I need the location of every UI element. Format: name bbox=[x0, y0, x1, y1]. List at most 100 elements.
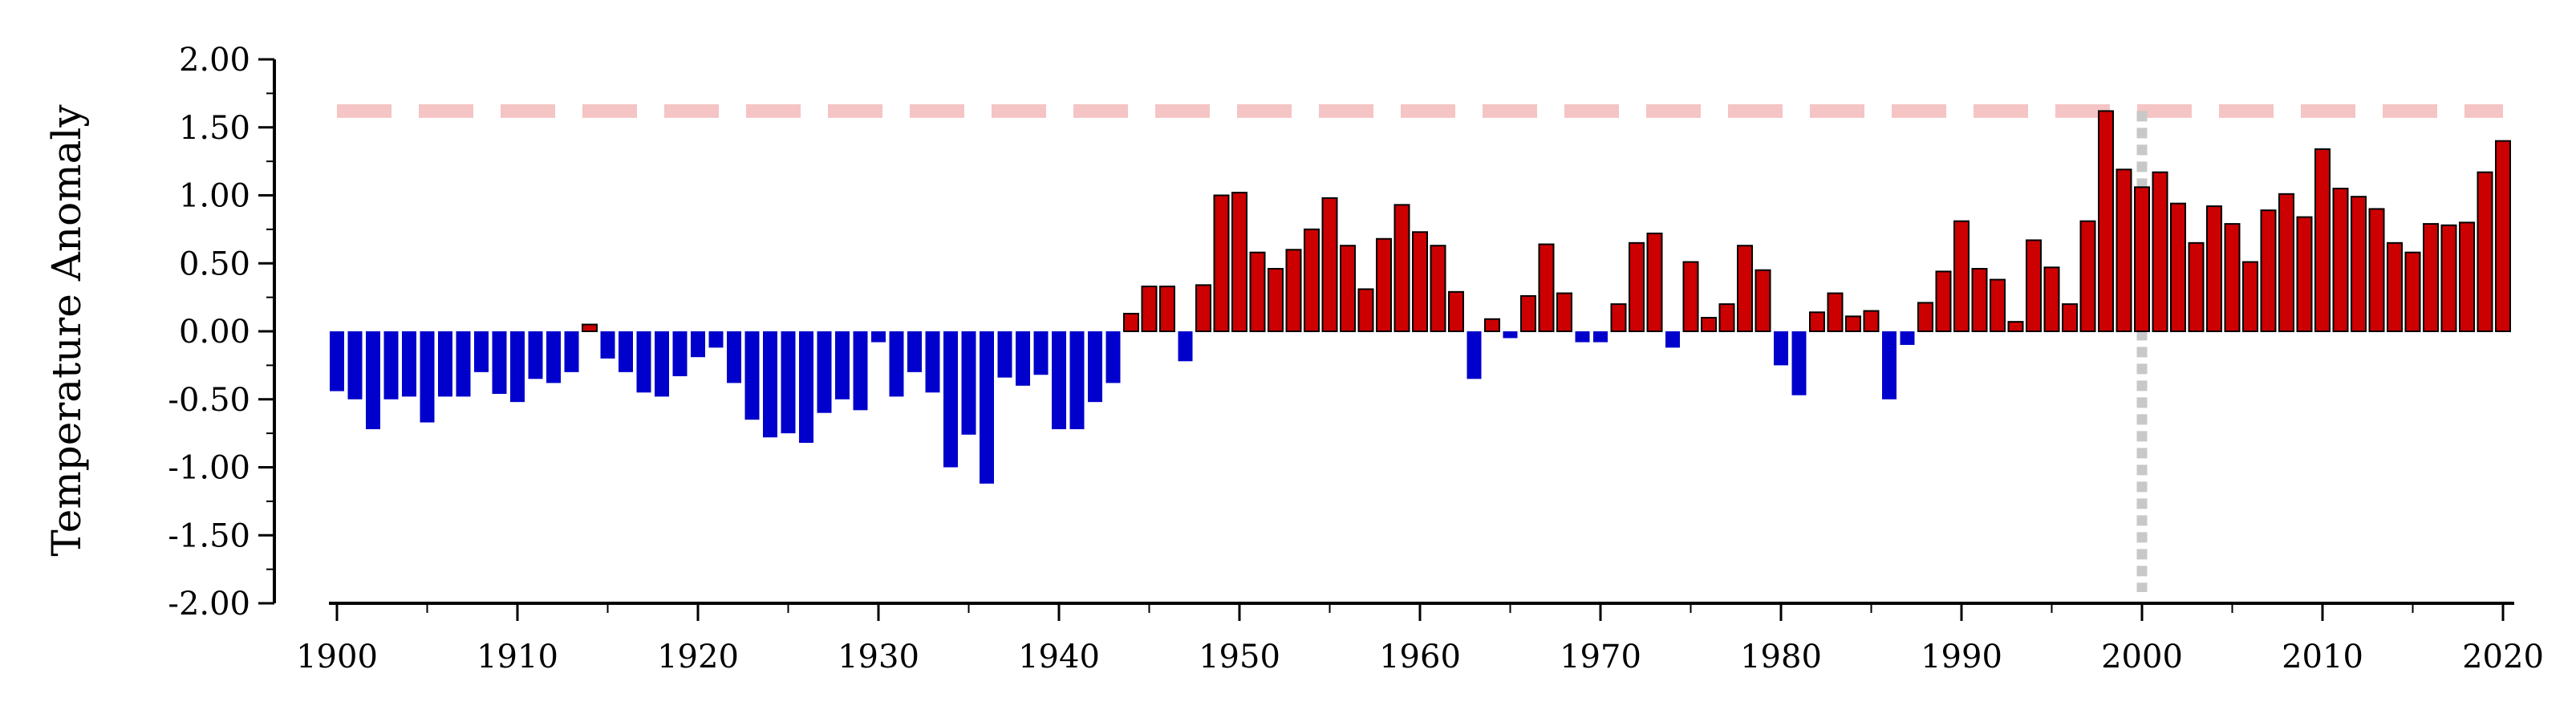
bar-1912 bbox=[546, 331, 561, 383]
bar-1951 bbox=[1249, 251, 1266, 332]
bar-1975 bbox=[1682, 261, 1699, 332]
bar-1990 bbox=[1953, 220, 1970, 333]
bar-1994 bbox=[2026, 239, 2042, 332]
x-tick-label: 1990 bbox=[1921, 639, 2002, 675]
bar-1983 bbox=[1827, 292, 1844, 333]
bar-1971 bbox=[1610, 303, 1627, 333]
bar-1917 bbox=[636, 331, 651, 393]
x-tick-label: 1930 bbox=[838, 639, 919, 675]
bar-2006 bbox=[2242, 261, 2258, 332]
bar-1953 bbox=[1285, 249, 1302, 332]
bar-1999 bbox=[2116, 168, 2132, 332]
bar-1925 bbox=[781, 331, 796, 434]
bar-1961 bbox=[1430, 245, 1446, 332]
bar-2014 bbox=[2387, 241, 2403, 332]
x-tick-label: 1980 bbox=[1740, 639, 1822, 675]
bar-2017 bbox=[2440, 224, 2457, 333]
bar-1920 bbox=[691, 331, 705, 358]
bar-1940 bbox=[1052, 331, 1066, 430]
bar-2008 bbox=[2278, 193, 2294, 332]
y-tick-label: 0.00 bbox=[179, 314, 250, 351]
bar-1982 bbox=[1809, 311, 1825, 332]
bar-1901 bbox=[347, 331, 363, 400]
y-tick-label: -1.50 bbox=[168, 517, 250, 554]
bar-1956 bbox=[1340, 245, 1356, 332]
bar-1902 bbox=[366, 331, 380, 430]
bar-1927 bbox=[817, 331, 832, 413]
bar-1972 bbox=[1629, 241, 1645, 332]
bar-1946 bbox=[1159, 286, 1175, 332]
bar-1963 bbox=[1466, 331, 1482, 379]
bar-1919 bbox=[672, 331, 688, 376]
bar-1984 bbox=[1845, 315, 1861, 333]
bar-2004 bbox=[2206, 205, 2222, 332]
x-tick-label: 1940 bbox=[1018, 639, 1100, 675]
bar-2010 bbox=[2314, 148, 2331, 332]
bar-1974 bbox=[1665, 331, 1680, 348]
bar-1935 bbox=[961, 331, 976, 435]
bar-1934 bbox=[943, 331, 958, 468]
bar-1949 bbox=[1213, 194, 1230, 332]
bar-2007 bbox=[2260, 209, 2277, 333]
x-tick-label: 1900 bbox=[296, 639, 378, 675]
bar-1969 bbox=[1575, 331, 1590, 343]
bar-1991 bbox=[1971, 268, 1988, 332]
bar-1936 bbox=[980, 331, 994, 484]
bar-1943 bbox=[1105, 331, 1121, 383]
x-tick-label: 1960 bbox=[1379, 639, 1461, 675]
bars-layer bbox=[330, 110, 2511, 484]
bar-1979 bbox=[1755, 269, 1771, 333]
bar-1987 bbox=[1900, 331, 1915, 345]
bar-1922 bbox=[727, 331, 741, 383]
bar-1921 bbox=[708, 331, 724, 348]
bar-1904 bbox=[402, 331, 416, 397]
bar-1900 bbox=[330, 331, 344, 391]
bar-1988 bbox=[1917, 302, 1933, 333]
reference-layer bbox=[337, 103, 2503, 592]
bar-2013 bbox=[2368, 208, 2385, 333]
bar-1955 bbox=[1321, 197, 1338, 332]
bar-2002 bbox=[2170, 202, 2186, 332]
bar-1939 bbox=[1033, 331, 1049, 375]
bar-1926 bbox=[799, 331, 813, 443]
bar-1907 bbox=[456, 331, 471, 397]
x-tick-label: 2000 bbox=[2101, 639, 2183, 675]
axes-layer: 2.00 1.50 1.00 0.50 0.00 -0.50 -1.00 -1.50 -2.00… bbox=[168, 42, 2543, 675]
x-tick-label: 1970 bbox=[1560, 639, 1641, 675]
bar-1944 bbox=[1123, 312, 1139, 333]
bar-1993 bbox=[2007, 321, 2024, 333]
bar-1913 bbox=[564, 331, 579, 372]
x-tick-label: 1950 bbox=[1199, 639, 1280, 675]
y-tick-label: -1.00 bbox=[168, 450, 250, 487]
bar-1938 bbox=[1016, 331, 1030, 386]
bar-2016 bbox=[2423, 223, 2439, 332]
bar-1976 bbox=[1701, 317, 1717, 332]
bar-1908 bbox=[474, 331, 489, 372]
bar-1973 bbox=[1646, 232, 1663, 332]
bar-1959 bbox=[1393, 204, 1410, 332]
bar-1981 bbox=[1791, 331, 1807, 395]
bar-1903 bbox=[383, 331, 399, 400]
bar-1933 bbox=[925, 331, 940, 393]
bar-2009 bbox=[2296, 216, 2313, 332]
bar-1958 bbox=[1376, 237, 1392, 332]
bar-1948 bbox=[1195, 284, 1211, 332]
bar-1960 bbox=[1412, 231, 1428, 333]
bar-2011 bbox=[2332, 188, 2349, 332]
bar-2000 bbox=[2134, 186, 2150, 332]
bar-1914 bbox=[582, 323, 598, 332]
bar-1906 bbox=[438, 331, 452, 397]
bar-2012 bbox=[2351, 196, 2367, 332]
bar-1954 bbox=[1304, 228, 1320, 333]
bar-1967 bbox=[1538, 243, 1555, 332]
bar-1950 bbox=[1231, 192, 1247, 332]
bar-1941 bbox=[1069, 331, 1085, 430]
y-tick-label: -0.50 bbox=[168, 382, 250, 419]
x-tick-label: 2020 bbox=[2462, 639, 2544, 675]
bar-1918 bbox=[655, 331, 669, 397]
bar-1966 bbox=[1520, 294, 1536, 332]
bar-1978 bbox=[1737, 245, 1753, 332]
bar-1942 bbox=[1088, 331, 1102, 403]
